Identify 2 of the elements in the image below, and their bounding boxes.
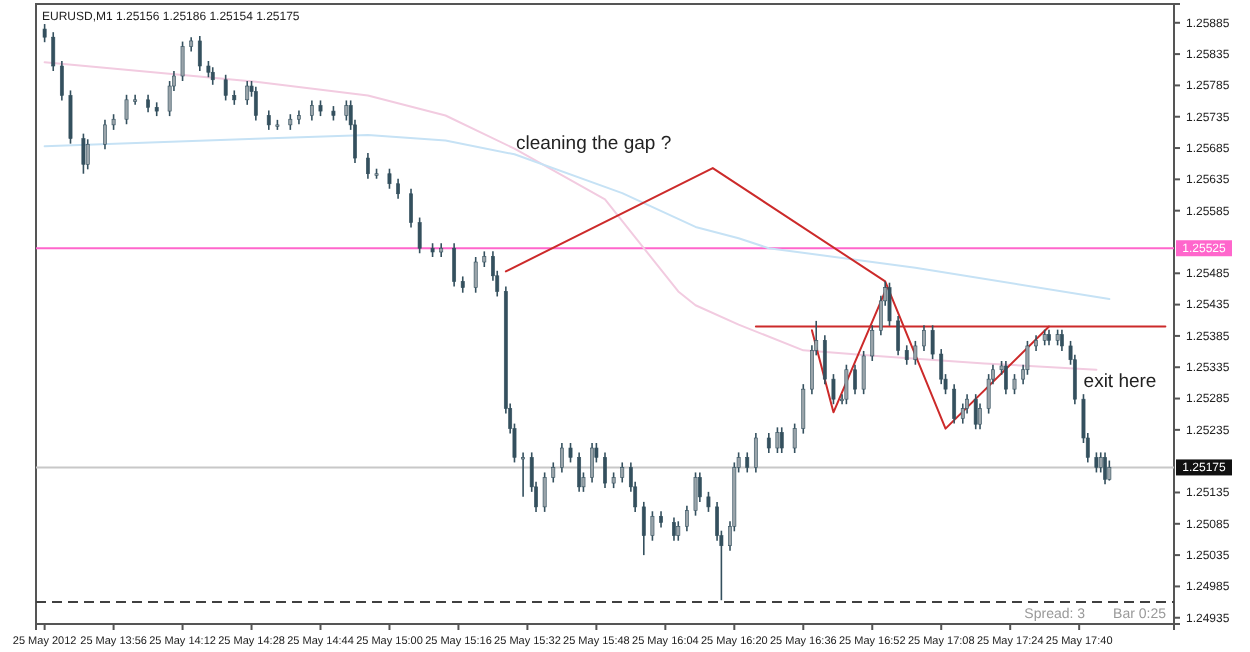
annotation: exit here [1083, 371, 1157, 394]
annotation: cleaning the gap ? [515, 133, 672, 156]
